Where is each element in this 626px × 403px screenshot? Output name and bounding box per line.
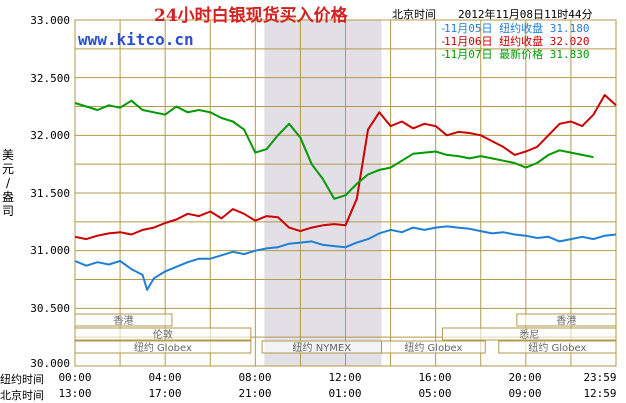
legend: -11月05日 纽约收盘 31.180 -11月06日 纽约收盘 32.020 …	[440, 22, 616, 62]
x-tick-ny: 20:00	[508, 371, 542, 384]
y-axis-label-char: 美	[1, 148, 14, 162]
y-axis-label: 美 元 / 盎 司	[1, 148, 15, 218]
grid-lines	[74, 19, 617, 367]
y-tick-label: 33.000	[30, 14, 70, 27]
y-tick-label: 32.000	[30, 129, 70, 142]
session-bar	[516, 313, 617, 327]
session-bar	[74, 313, 173, 327]
legend-item-nov05: -11月05日 纽约收盘 31.180	[440, 22, 590, 35]
session-label: 悉尼	[519, 329, 539, 341]
x-tick-bj: 21:00	[238, 387, 272, 400]
session-label: 伦敦	[153, 328, 173, 341]
x-tick-ny: 12:00	[328, 371, 362, 384]
x-tick-bj: 12:59	[583, 387, 617, 400]
legend-label: 最新价格	[499, 48, 544, 61]
x-tick-ny: 16:00	[418, 371, 452, 384]
ny-time-label: 纽约时间	[0, 373, 44, 386]
series-line	[74, 225, 617, 291]
x-tick-ny: 00:00	[58, 371, 92, 384]
timestamp: 2012年11月08日11时44分	[458, 8, 593, 21]
x-tick-bj: 09:00	[508, 387, 542, 400]
x-tick-bj: 13:00	[58, 387, 92, 400]
x-tick-ny: 04:00	[148, 371, 182, 384]
session-bar	[74, 340, 252, 354]
session-label: 香港	[113, 315, 133, 327]
x-tick-bj: 17:00	[148, 387, 182, 400]
y-tick-label: 31.000	[30, 244, 70, 257]
x-tick-bj: 05:00	[418, 387, 452, 400]
session-bar	[441, 327, 617, 341]
series-line	[74, 94, 617, 241]
legend-item-nov07: -11月07日 最新价格 31.830	[440, 48, 590, 61]
kitco-brand-link[interactable]: www.kitco.cn	[78, 30, 194, 49]
y-tick-label: 31.500	[30, 187, 70, 200]
beijing-time-label: 北京时间	[392, 8, 436, 21]
y-axis-label-char: 元	[1, 162, 14, 176]
chart-title: 24小时白银现货买入价格	[154, 6, 348, 26]
y-axis-label-char: 司	[1, 204, 14, 218]
session-bar	[381, 340, 486, 354]
series-line	[74, 99, 594, 200]
legend-label: 纽约收盘	[499, 22, 544, 35]
legend-date: 11月06日	[444, 35, 493, 48]
x-tick-ny: 08:00	[238, 371, 272, 384]
bj-time-label: 北京时间	[0, 389, 44, 402]
x-tick-bj: 01:00	[328, 387, 362, 400]
session-label: 纽约 NYMEX	[293, 341, 352, 354]
y-axis-label-char: /	[5, 176, 11, 190]
session-label: 纽约 Globex	[528, 341, 586, 354]
y-tick-label: 30.500	[30, 302, 70, 315]
legend-date: 11月05日	[444, 22, 493, 35]
y-tick-label: 30.000	[30, 357, 70, 370]
session-bar	[74, 327, 252, 341]
session-label: 香港	[556, 315, 576, 327]
session-bar	[498, 340, 617, 354]
session-label: 纽约 Globex	[404, 341, 462, 354]
legend-label: 纽约收盘	[499, 35, 544, 48]
y-axis-label-char: 盎	[1, 190, 14, 204]
y-tick-label: 32.500	[30, 72, 70, 85]
legend-value: 31.830	[549, 48, 590, 61]
legend-value: 31.180	[549, 22, 590, 35]
x-tick-ny: 23:59	[583, 371, 617, 384]
legend-item-nov06: -11月06日 纽约收盘 32.020	[440, 35, 590, 48]
session-label: 纽约 Globex	[134, 341, 192, 354]
legend-value: 32.020	[549, 35, 590, 48]
price-lines	[74, 94, 617, 291]
legend-date: 11月07日	[444, 48, 493, 61]
